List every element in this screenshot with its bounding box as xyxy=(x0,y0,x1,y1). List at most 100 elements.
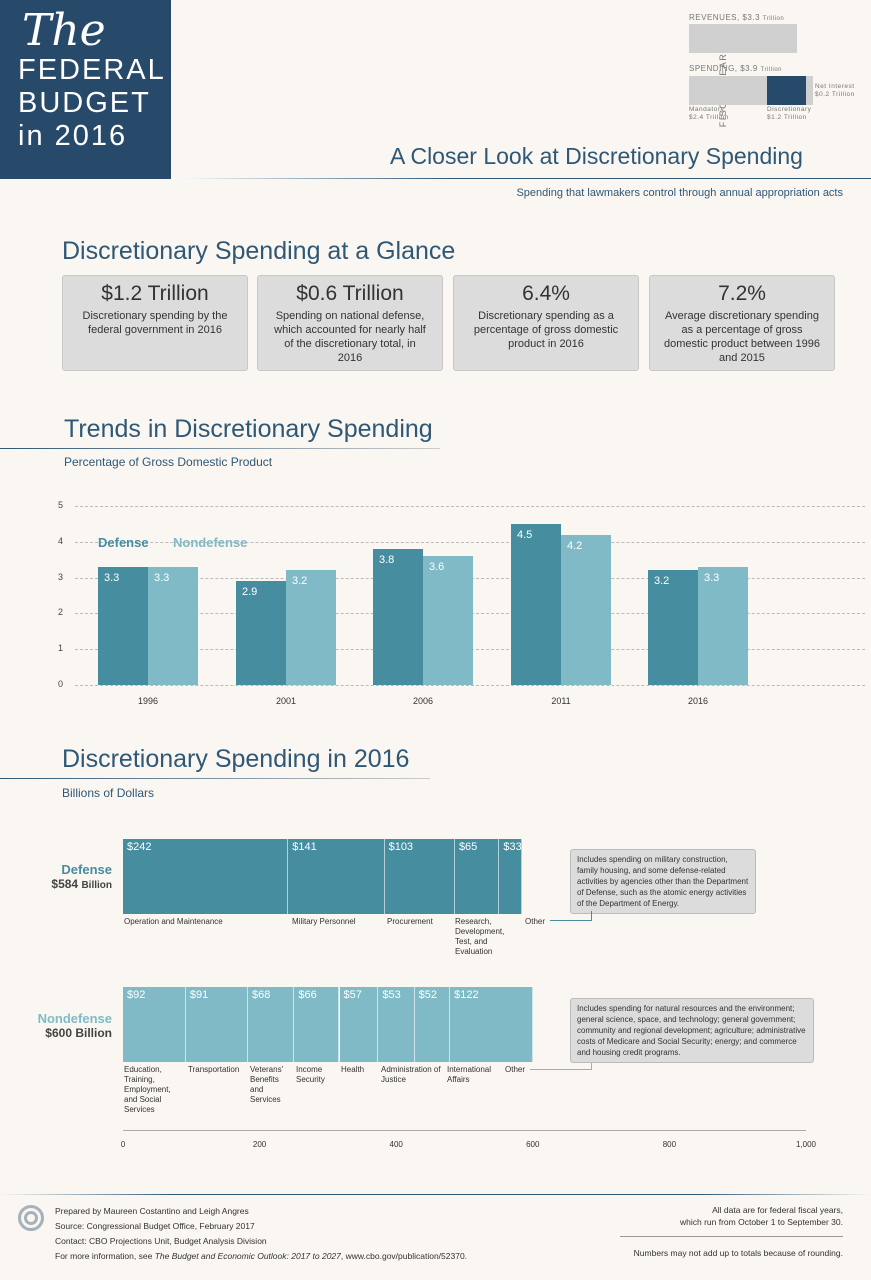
contact: Contact: CBO Projections Unit, Budget An… xyxy=(55,1236,267,1246)
discretionary-bar xyxy=(767,76,806,105)
stat-card: 6.4% Discretionary spending as a percenta… xyxy=(453,275,639,371)
segment-bar: $57 xyxy=(339,987,379,1062)
divider xyxy=(0,778,430,779)
segment-label: Procurement xyxy=(387,917,433,926)
segment-label: Income Security xyxy=(296,1065,325,1084)
nondefense-group-label: Nondefense $600 Billion xyxy=(20,1011,112,1040)
fiscal-note-1: All data are for federal fiscal years, xyxy=(712,1205,843,1215)
x-tick-label: 1996 xyxy=(137,696,159,706)
segment-label: Research, Development, Test, and Evaluat… xyxy=(455,917,505,956)
segment-bar: $141 xyxy=(288,839,385,914)
segment-bar: $91 xyxy=(185,987,248,1062)
segment-value: $68 xyxy=(251,989,271,1001)
title-line: FEDERAL xyxy=(18,54,166,86)
defense-bar: 3.3 xyxy=(98,566,148,685)
revenues-label: REVENUES, $3.3 xyxy=(689,13,761,22)
stat-desc: Average discretionary spending as a perc… xyxy=(664,310,820,364)
x-tick-label: 2001 xyxy=(275,696,297,706)
source: Source: Congressional Budget Office, Feb… xyxy=(55,1221,255,1231)
stat-value: 6.4% xyxy=(522,282,570,305)
subheadline: Spending that lawmakers control through … xyxy=(516,187,843,199)
segment-value: $91 xyxy=(189,989,209,1001)
defense-bar: 4.5 xyxy=(511,523,561,685)
segment-value: $33 xyxy=(503,841,522,853)
bar-value-label: 3.2 xyxy=(654,575,670,588)
bar-value-label: 3.2 xyxy=(292,575,308,588)
segment-value: $66 xyxy=(298,989,317,1001)
gridline xyxy=(75,506,865,507)
footer-credits: Prepared by Maureen Costantino and Leigh… xyxy=(55,1204,467,1264)
x-tick-label: 1,000 xyxy=(795,1140,817,1149)
group-name: Defense xyxy=(61,862,112,877)
stat-value: 7.2% xyxy=(718,282,766,305)
title-block: The FEDERAL BUDGET in 2016 xyxy=(0,0,171,179)
segment-bar: $65 xyxy=(454,839,500,914)
publication-link[interactable]: , www.cbo.gov/publication/52370. xyxy=(340,1251,468,1261)
mandatory-value: $2.4 Trillion xyxy=(689,114,729,121)
discretionary-label: Discretionary xyxy=(767,106,812,113)
x-axis xyxy=(123,1130,806,1131)
segment-bar: $122 xyxy=(450,987,534,1062)
net-interest-value: $0.2 Trillion xyxy=(815,91,855,98)
unit: Trillion xyxy=(762,16,785,22)
discretionary-value: $1.2 Trillion xyxy=(767,114,807,121)
title-line: BUDGET xyxy=(18,87,151,119)
prepared-by: Prepared by Maureen Costantino and Leigh… xyxy=(55,1206,249,1216)
segment-label: Other xyxy=(525,917,546,926)
trends-ylabel: Percentage of Gross Domestic Product xyxy=(64,455,273,469)
nondefense-bar: 3.6 xyxy=(423,556,473,685)
stat-value: $0.6 Trillion xyxy=(296,282,404,305)
bar-value-label: 3.6 xyxy=(429,561,445,574)
segment-value: $141 xyxy=(292,841,317,853)
segment-label: International Affairs xyxy=(447,1065,492,1084)
defense-bar: 3.8 xyxy=(373,548,423,685)
segment-label: Veterans' Benefits and Services xyxy=(250,1065,284,1104)
x-tick-label: 2016 xyxy=(687,696,709,706)
net-interest-bar xyxy=(806,76,813,105)
segment-bar: $68 xyxy=(247,987,295,1062)
x-tick-label: 800 xyxy=(662,1140,677,1149)
fiscal-note-2: which run from October 1 to September 30… xyxy=(680,1217,843,1227)
gridline xyxy=(75,685,865,686)
segment-bar: $103 xyxy=(384,839,455,914)
group-total: $584 xyxy=(51,877,79,891)
defense-group-label: Defense $584 Billion xyxy=(40,862,112,891)
publication-title[interactable]: The Budget and Economic Outlook: 2017 to… xyxy=(154,1251,341,1261)
stat-card: $0.6 Trillion Spending on national defens… xyxy=(257,275,443,371)
bar-value-label: 3.3 xyxy=(104,571,120,584)
segment-label: Military Personnel xyxy=(292,917,356,926)
note-connector xyxy=(591,1063,592,1070)
segment-value: $92 xyxy=(127,989,146,1001)
fiscal-note: All data are for federal fiscal years, wh… xyxy=(680,1204,843,1228)
y-tick-label: 4 xyxy=(58,535,64,546)
nondefense-other-note: Includes spending for natural resources … xyxy=(570,998,814,1063)
segment-label: Administration of Justice xyxy=(381,1065,441,1084)
nondefense-bar: 3.3 xyxy=(698,566,748,685)
divider xyxy=(171,178,871,179)
segment-bar: $53 xyxy=(378,987,415,1062)
bar-value-label: 3.3 xyxy=(704,571,720,584)
gridline xyxy=(75,541,865,543)
y-tick-label: 1 xyxy=(58,643,64,654)
nondefense-bar: 4.2 xyxy=(561,534,611,685)
stat-desc: Discretionary spending by the federal go… xyxy=(82,310,228,336)
defense-bar: 2.9 xyxy=(236,581,286,685)
note-connector xyxy=(530,1069,592,1070)
x-tick-label: 400 xyxy=(389,1140,403,1149)
y-tick-label: 2 xyxy=(58,607,64,618)
cbo-logo-icon xyxy=(18,1205,44,1231)
y-tick-label: 5 xyxy=(58,500,64,510)
defense-other-note: Includes spending on military constructi… xyxy=(570,849,756,914)
segment-value: $57 xyxy=(343,989,362,1001)
group-name: Nondefense xyxy=(37,1011,112,1026)
glance-title: Discretionary Spending at a Glance xyxy=(62,237,456,265)
bar-value-label: 3.3 xyxy=(154,571,170,584)
bar-value-label: 4.5 xyxy=(517,528,533,541)
segment-value: $53 xyxy=(382,989,401,1001)
bar-value-label: 2.9 xyxy=(242,586,258,599)
segment-bar: $52 xyxy=(414,987,451,1062)
segment-label: Other xyxy=(505,1065,526,1074)
divider xyxy=(620,1236,843,1237)
more-info: For more information, see xyxy=(55,1251,155,1261)
segment-bar: $33 xyxy=(499,839,522,914)
